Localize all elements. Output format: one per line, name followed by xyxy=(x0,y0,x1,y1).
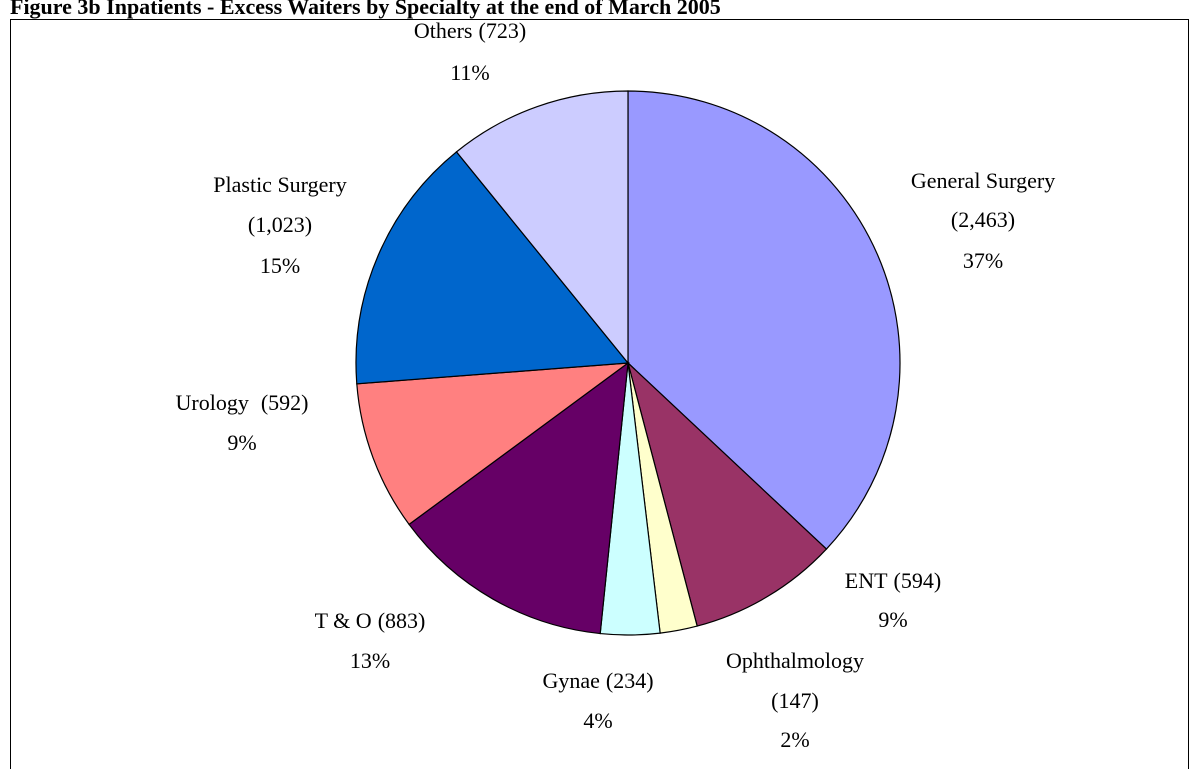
slice-label: Gynae (234) xyxy=(542,668,653,693)
value-label: (1,023) xyxy=(248,212,312,237)
pie-slice xyxy=(627,90,901,550)
percent-label: 11% xyxy=(450,60,490,85)
category-name: ENT xyxy=(845,568,888,593)
category-name: Plastic Surgery xyxy=(213,172,346,197)
pie-slice xyxy=(626,361,828,627)
percent-label: 13% xyxy=(350,648,390,673)
slice-label: Others (723) xyxy=(414,18,526,43)
chart-title: Figure 3b Inpatients - Excess Waiters by… xyxy=(10,0,721,19)
pie-slice xyxy=(408,361,629,635)
percent-label: 15% xyxy=(260,253,300,278)
slice-label: T & O (883) xyxy=(315,608,426,633)
pie-slice xyxy=(356,362,631,526)
value-label: (594) xyxy=(894,568,942,593)
value-label: (883) xyxy=(378,608,426,633)
category-name: Urology xyxy=(176,390,249,415)
percent-label: 37% xyxy=(963,248,1003,273)
value-label: (723) xyxy=(479,18,527,43)
category-name: Gynae xyxy=(542,668,599,693)
pie-slice xyxy=(355,151,630,385)
value-label: (2,463) xyxy=(951,207,1015,232)
slice-label: ENT (594) xyxy=(845,568,941,593)
percent-label: 4% xyxy=(583,708,612,733)
percent-label: 2% xyxy=(780,727,809,752)
value-label: (592) xyxy=(261,390,309,415)
value-label: (234) xyxy=(606,668,654,693)
category-name: General Surgery xyxy=(911,168,1055,193)
value-label: (147) xyxy=(771,688,819,713)
category-name: Others xyxy=(414,18,473,43)
pie-slice xyxy=(455,90,629,365)
category-name: Ophthalmology xyxy=(726,648,864,673)
percent-label: 9% xyxy=(227,430,256,455)
percent-label: 9% xyxy=(878,607,907,632)
category-name: T & O xyxy=(315,608,372,633)
slice-label: Urology (592) xyxy=(176,390,309,415)
